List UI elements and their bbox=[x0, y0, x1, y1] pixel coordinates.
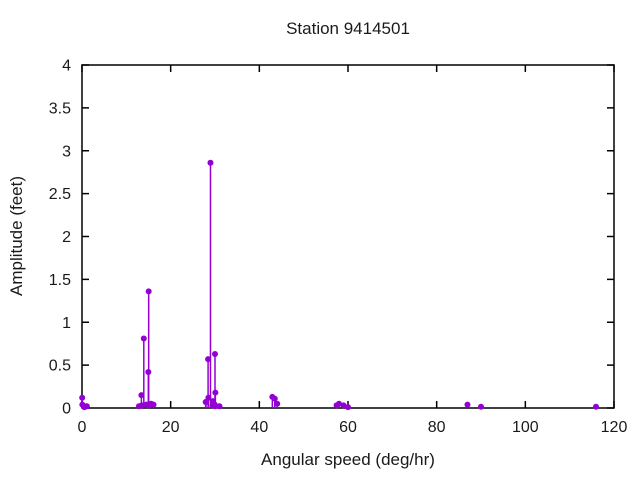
y-axis-label: Amplitude (feet) bbox=[7, 176, 26, 296]
point-marker bbox=[212, 350, 218, 357]
y-tick-label: 3 bbox=[62, 143, 71, 160]
point-marker bbox=[207, 159, 214, 166]
data-point bbox=[140, 335, 147, 408]
data-point bbox=[274, 400, 281, 408]
data-series bbox=[79, 159, 600, 411]
chart-title: Station 9414501 bbox=[286, 19, 410, 38]
data-point bbox=[216, 403, 223, 410]
data-point bbox=[212, 389, 219, 408]
point-marker bbox=[464, 401, 471, 408]
point-marker bbox=[593, 403, 600, 410]
y-tick-label: 2 bbox=[62, 229, 71, 246]
point-marker bbox=[138, 392, 145, 399]
data-point bbox=[593, 403, 600, 410]
data-point bbox=[83, 403, 90, 410]
data-point bbox=[464, 401, 471, 408]
y-tick-label: 3.5 bbox=[49, 100, 71, 117]
data-point bbox=[345, 404, 351, 411]
plot-area-border bbox=[81, 64, 615, 409]
point-marker bbox=[150, 401, 157, 408]
point-marker bbox=[271, 395, 278, 402]
point-marker bbox=[274, 400, 281, 407]
data-point bbox=[340, 402, 347, 409]
x-tick-label: 60 bbox=[339, 419, 357, 436]
data-point bbox=[145, 288, 152, 408]
data-point bbox=[150, 401, 157, 408]
y-tick-label: 0 bbox=[62, 401, 71, 418]
x-tick-label: 100 bbox=[512, 419, 539, 436]
x-tick-label: 80 bbox=[428, 419, 446, 436]
x-tick-label: 40 bbox=[250, 419, 268, 436]
point-marker bbox=[79, 394, 86, 401]
y-tick-label: 2.5 bbox=[49, 186, 71, 203]
y-tick-label: 1 bbox=[62, 315, 71, 332]
point-marker bbox=[478, 403, 484, 410]
point-marker bbox=[212, 389, 219, 396]
y-tick-label: 0.5 bbox=[49, 358, 71, 375]
point-marker bbox=[216, 403, 223, 410]
point-marker bbox=[340, 402, 347, 409]
x-tick-label: 120 bbox=[601, 419, 628, 436]
x-axis-label: Angular speed (deg/hr) bbox=[261, 450, 435, 469]
point-marker bbox=[345, 404, 351, 411]
y-tick-label: 4 bbox=[62, 58, 71, 75]
point-marker bbox=[205, 356, 212, 363]
point-marker bbox=[140, 335, 147, 342]
plot-border bbox=[81, 64, 615, 409]
x-tick-label: 20 bbox=[162, 419, 180, 436]
x-tick-label: 0 bbox=[78, 419, 87, 436]
data-point bbox=[207, 159, 214, 408]
axis-tick-labels: 0 20 40 60 80 100 120 0 0.5 1 1.5 2 2.5 3 3.5 4 bbox=[49, 58, 628, 437]
point-marker bbox=[145, 288, 152, 295]
axis-ticks bbox=[81, 64, 615, 409]
point-marker bbox=[83, 403, 90, 410]
y-tick-label: 1.5 bbox=[49, 272, 71, 289]
data-point bbox=[478, 403, 484, 410]
